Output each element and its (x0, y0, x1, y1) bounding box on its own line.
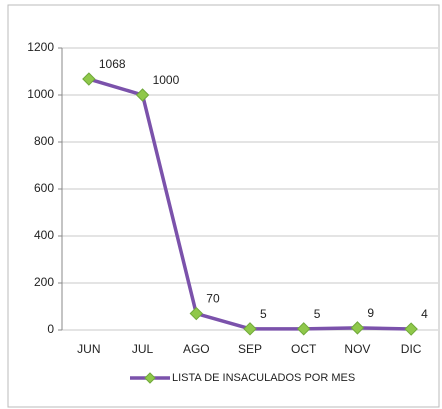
data-label: 1068 (99, 57, 126, 71)
x-tick-label: SEP (238, 342, 262, 356)
legend-marker (144, 372, 156, 384)
y-tick-label: 400 (34, 228, 54, 242)
marker (135, 88, 150, 102)
y-tick-label: 1000 (27, 87, 54, 101)
y-tick-label: 1200 (27, 40, 54, 54)
marker (243, 322, 257, 336)
y-tick-label: 200 (34, 275, 54, 289)
y-tick-label: 0 (47, 322, 54, 336)
marker (82, 72, 96, 86)
y-tick-label: 600 (34, 181, 54, 195)
data-label: 4 (421, 307, 428, 321)
data-label: 1000 (153, 73, 180, 87)
marker (350, 321, 365, 335)
data-label: 70 (206, 292, 220, 306)
x-tick-label: DIC (401, 342, 422, 356)
x-tick-label: OCT (291, 342, 317, 356)
x-tick-label: JUL (132, 342, 154, 356)
marker (297, 322, 311, 336)
marker (404, 322, 418, 336)
marker (189, 306, 203, 321)
legend-label: LISTA DE INSACULADOS POR MES (172, 372, 355, 384)
chart-border (7, 4, 440, 408)
data-label: 9 (367, 306, 374, 320)
data-label: 5 (260, 307, 267, 321)
data-label: 5 (314, 307, 321, 321)
x-tick-label: JUN (77, 342, 100, 356)
y-tick-label: 800 (34, 134, 54, 148)
x-tick-label: NOV (344, 342, 370, 356)
x-tick-label: AGO (183, 342, 210, 356)
